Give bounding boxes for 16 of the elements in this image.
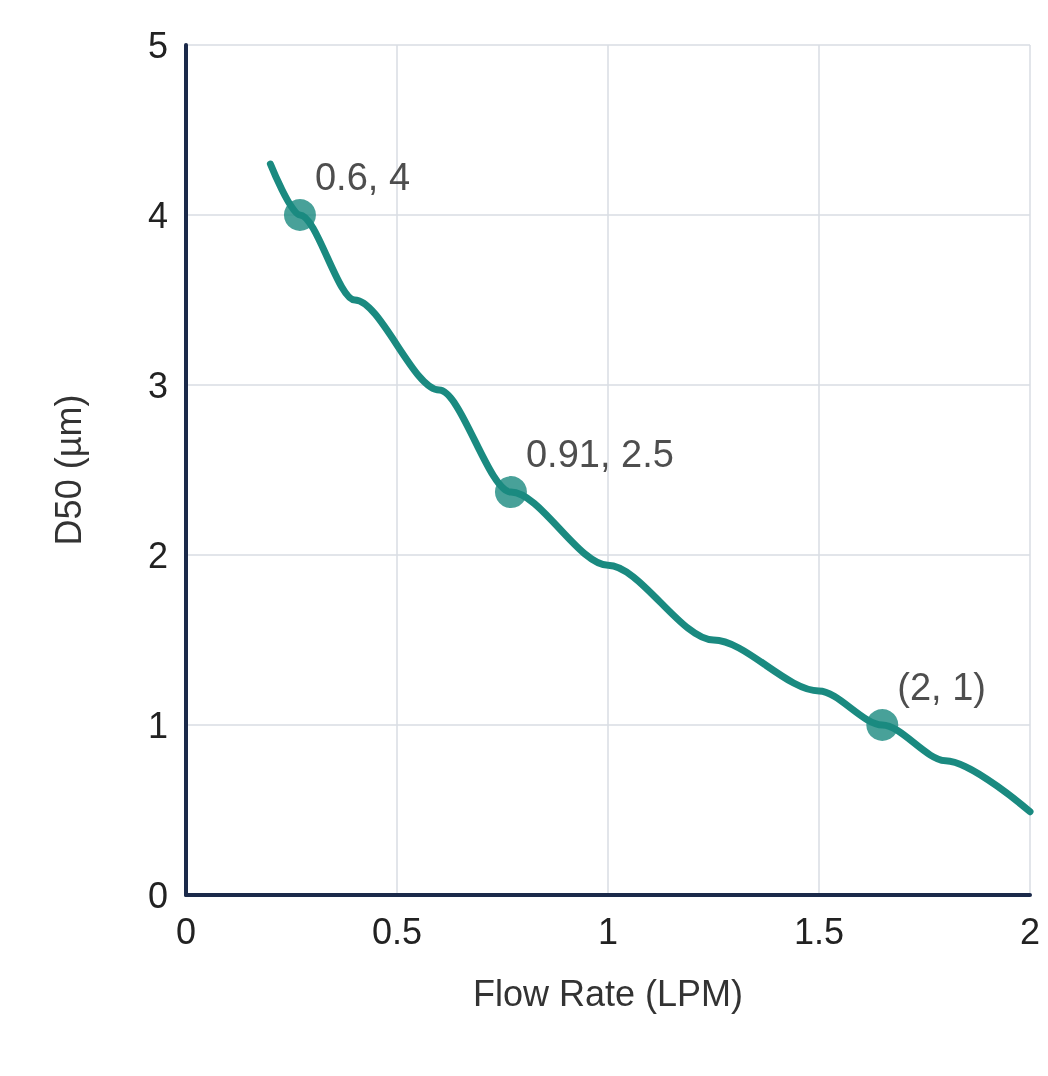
y-tick-label: 5 (147, 24, 168, 66)
y-axis-title: D50 (µm) (47, 394, 89, 546)
annotation: 0.91, 2.5 (525, 433, 674, 476)
y-tick-label: 4 (147, 194, 168, 236)
x-tick-label: 2 (1019, 910, 1041, 952)
y-tick-label: 3 (147, 364, 168, 406)
x-axis-title: Flow Rate (LPM) (472, 972, 744, 1014)
annotation: (2, 1) (897, 666, 986, 708)
x-tick-label: 1 (597, 910, 619, 952)
x-tick-label: 1.5 (793, 910, 845, 952)
y-tick-label: 1 (147, 704, 168, 746)
y-tick-label: 0 (147, 874, 168, 916)
x-tick-label: 0 (175, 910, 197, 952)
y-tick-label: 2 (147, 534, 168, 576)
x-tick-label: 0.5 (371, 910, 423, 952)
annotation: 0.6, 4 (314, 156, 411, 198)
